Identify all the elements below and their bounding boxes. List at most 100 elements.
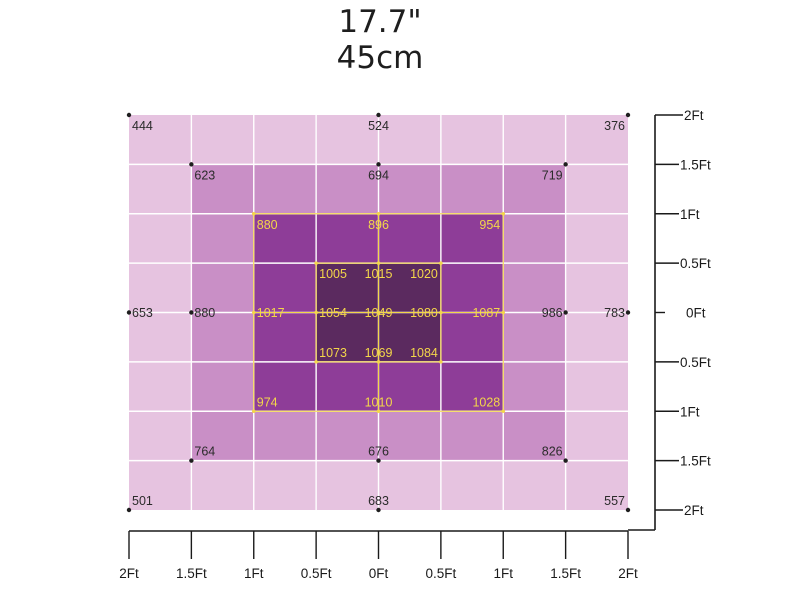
heatmap-cell [191,361,254,412]
measurement-value-label: 974 [257,395,278,409]
measurement-dot [563,162,568,167]
measurement-dot [189,310,194,315]
measurement-value-label: 764 [194,445,215,459]
measurement-dot [563,310,568,315]
heatmap-cell [440,115,504,165]
heatmap-cell [378,213,441,264]
heatmap-cell [316,361,379,412]
heatmap-cell [253,213,317,264]
heatmap-cell [378,411,441,461]
measurement-dot [376,507,381,513]
heatmap-cell [440,263,504,313]
heatmap-cell [503,361,566,412]
heatmap-cell [253,263,317,313]
heatmap-cell [316,411,379,461]
measurement-value-label: 1049 [365,306,393,320]
heatmap-cell [191,263,254,313]
measurement-dot [501,310,506,315]
measurement-dot [501,211,506,216]
x-tick-label: 1Ft [493,566,513,581]
measurement-value-label: 1084 [410,346,438,360]
heatmap-cell [253,460,317,510]
heatmap-cell [565,411,628,461]
heatmap-cell [191,460,254,510]
heatmap-cell [129,460,192,510]
heatmap-cell [440,460,504,510]
heatmap-cell [316,263,379,313]
measurement-value-label: 653 [132,306,153,320]
x-tick-label: 0.5Ft [425,566,456,581]
measurement-value-label: 880 [257,218,278,232]
measurement-value-label: 826 [542,445,563,459]
measurement-value-label: 954 [479,218,500,232]
heatmap-cell [129,312,192,362]
measurement-dot [563,458,568,463]
heatmap-cell [565,213,628,264]
y-tick-label: 1.5Ft [680,454,711,469]
y-tick-label: 2Ft [684,108,704,123]
heatmap-cell [565,164,628,214]
measurement-dot [189,458,194,463]
y-tick-label: 2Ft [684,503,704,518]
heatmap-cell [316,312,379,362]
measurement-value-label: 1005 [319,267,347,281]
measurement-value-label: 676 [368,445,389,459]
heatmap-cell [129,263,192,313]
heatmap-cell [378,164,441,214]
measurement-dot [501,409,506,414]
y-axis: 2Ft 1.5Ft 1Ft 0.5Ft 0Ft 0.5Ft 1Ft 1.5Ft 2Ft [628,108,711,531]
heatmap-cell [440,361,504,412]
chart-title: 17.7" 45cm [0,4,760,76]
x-tick-label: 0Ft [369,566,389,581]
measurement-value-label: 683 [368,494,389,508]
y-tick-label: 1Ft [680,404,700,419]
heatmap-cell [316,213,379,264]
measurement-dot [251,310,256,315]
measurement-value-label: 524 [368,119,389,133]
heatmap-cell [565,361,628,412]
heatmap-cell [503,460,566,510]
measurement-value-label: 444 [132,119,153,133]
heatmap-cell [378,263,441,313]
heatmap-cell [191,213,254,264]
x-tick-label: 1Ft [244,566,264,581]
heatmap-cell [129,213,192,264]
measurement-value-label: 376 [604,119,625,133]
measurement-dot [376,162,381,167]
measurement-value-label: 557 [604,494,625,508]
measurement-value-label: 1020 [410,267,438,281]
chart-title-line-2: 45cm [336,40,424,76]
measurement-dot [314,310,318,315]
heatmap-cell [440,213,504,264]
measurement-dot [376,261,381,265]
measurement-value-label: 1087 [472,306,500,320]
measurement-value-label: 501 [132,494,153,508]
x-tick-label: 1.5Ft [550,566,581,581]
measurement-dot [439,360,443,364]
measurement-dot [126,310,132,315]
heatmap-cell [565,115,628,165]
measurement-value-label: 783 [604,306,625,320]
measurement-dot [376,211,381,216]
heatmap-cell [503,213,566,264]
heatmap-cell [253,115,317,165]
measurement-value-label: 1080 [410,306,438,320]
measurement-points: 444 524 376 623 694 719 880 896 954 1005 1015 1020 6… [126,112,631,513]
heatmap-cell [378,361,441,412]
measurement-dot [251,409,256,414]
x-axis: 2Ft 1.5Ft 1Ft 0.5Ft 0Ft 0.5Ft 1Ft 1.5Ft 2Ft [119,530,638,581]
x-tick-label: 2Ft [618,566,638,581]
heatmap-cell [440,312,504,362]
measurement-value-label: 719 [542,168,563,182]
heatmap-cells [129,115,628,510]
measurement-dot [376,360,381,364]
heatmap-cell [129,115,192,165]
measurement-value-label: 1069 [365,346,393,360]
heatmap-cell [253,411,317,461]
measurement-value-label: 986 [542,306,563,320]
heatmap-cell [440,164,504,214]
y-tick-label: 0.5Ft [680,256,711,271]
measurement-dot [439,310,443,315]
heatmap-cell [565,263,628,313]
measurement-dot [126,507,132,513]
